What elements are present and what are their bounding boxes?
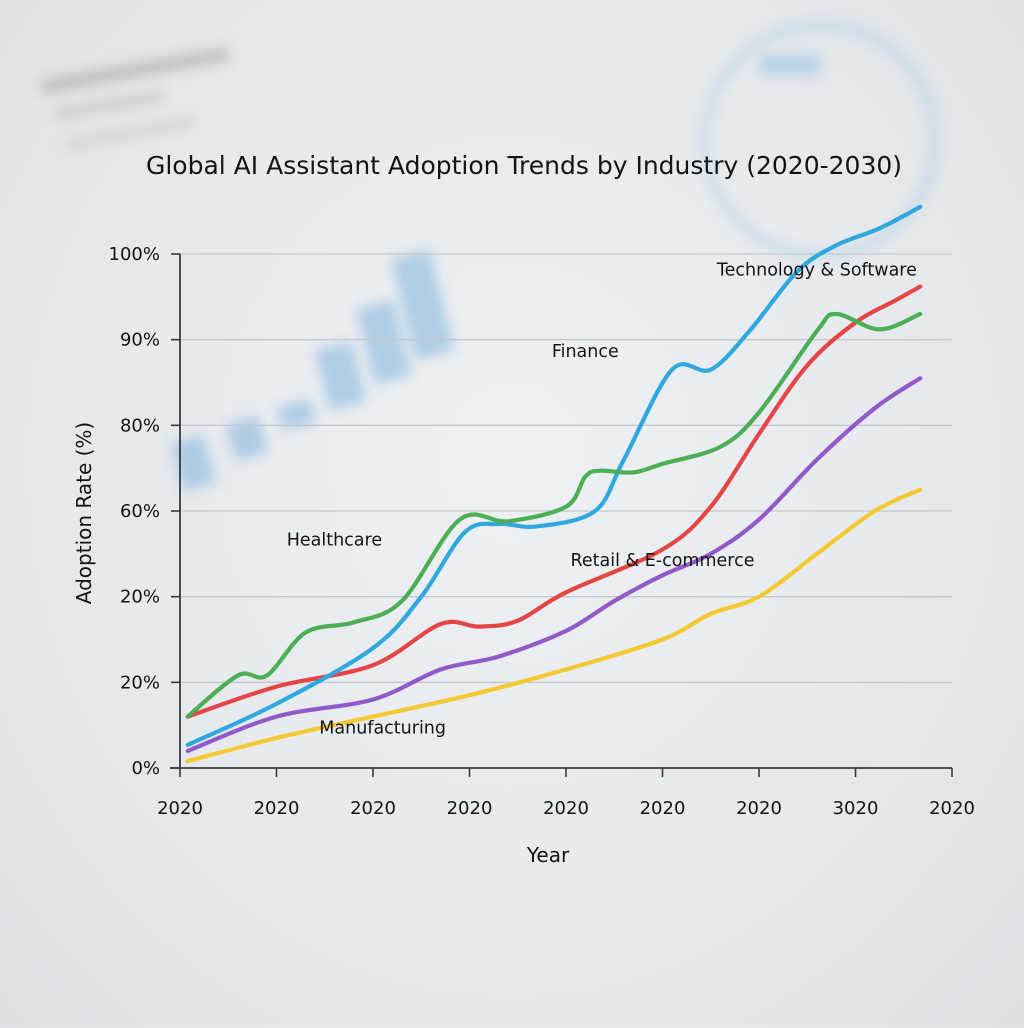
chart-title: Global AI Assistant Adoption Trends by I… <box>146 151 902 180</box>
y-axis-title: Adoption Rate (%) <box>72 422 96 604</box>
x-tick-label: 2020 <box>640 798 686 819</box>
series-line-finance <box>185 284 923 719</box>
series-label: Manufacturing <box>319 719 446 739</box>
x-tick-label: 3020 <box>833 798 879 819</box>
y-tick-label: 100% <box>109 244 160 265</box>
x-tick-label: 2020 <box>254 798 300 819</box>
x-tick-label: 2020 <box>929 798 975 819</box>
series-label: Healthcare <box>287 530 382 550</box>
x-tick-label: 2020 <box>157 798 203 819</box>
series-line-manufacturing <box>185 487 923 764</box>
series-label: Finance <box>552 342 619 362</box>
x-tick-label: 2020 <box>543 798 589 819</box>
series-line-healthcare <box>185 311 923 719</box>
y-tick-labels: 0% 20% 20% 60% 80% 90% 100% <box>109 244 160 779</box>
x-tick-label: 2020 <box>350 798 396 819</box>
series-lines <box>185 204 923 764</box>
y-tick-label: 60% <box>120 501 160 522</box>
y-tick-label: 20% <box>120 587 160 608</box>
gridlines <box>180 253 952 683</box>
series-label: Retail & E-commerce <box>571 551 755 571</box>
series-line-technology-software <box>185 204 923 747</box>
y-tick-label: 20% <box>120 672 160 693</box>
series-annotations: Technology & Software Finance Healthcare Re… <box>287 260 917 738</box>
axes <box>170 253 953 777</box>
x-tick-label: 2020 <box>447 798 493 819</box>
series-label: Technology & Software <box>716 260 917 280</box>
x-axis-title: Year <box>526 843 570 867</box>
series-line-retail-e-commerce <box>185 376 923 753</box>
x-tick-labels: 2020 2020 2020 2020 2020 2020 2020 3020 2020 <box>157 798 975 819</box>
y-tick-label: 90% <box>120 330 160 351</box>
y-tick-label: 80% <box>120 415 160 436</box>
x-tick-label: 2020 <box>736 798 782 819</box>
y-tick-label: 0% <box>131 758 160 779</box>
